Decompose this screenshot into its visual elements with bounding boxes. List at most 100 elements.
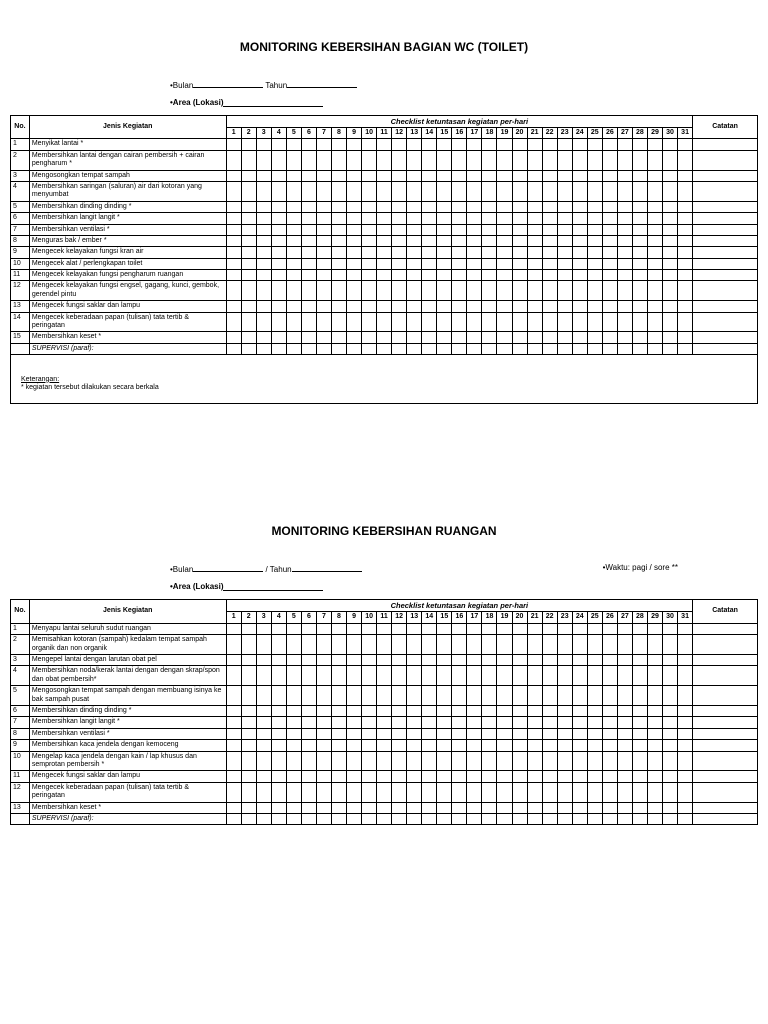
- th-day: 5: [286, 128, 301, 139]
- cell-day: [362, 270, 377, 281]
- cell-day: [587, 666, 602, 686]
- table-row: 3Mengepel lantai dengan larutan obat pel: [11, 655, 758, 666]
- cell-activity: Membersihkan noda/kerak lantai dengan de…: [29, 666, 226, 686]
- cell-day: [663, 213, 678, 224]
- cell-day: [602, 802, 617, 813]
- cell-day: [587, 706, 602, 717]
- cell-day: [497, 258, 512, 269]
- cell-day: [377, 150, 392, 170]
- cell-day: [572, 728, 587, 739]
- cell-activity: Membersihkan lantai dengan cairan pember…: [29, 150, 226, 170]
- cell-day: [527, 635, 542, 655]
- th-day: 9: [347, 612, 362, 623]
- cell-no: 3: [11, 170, 30, 181]
- cell-day: [226, 235, 241, 246]
- cell-day: [362, 281, 377, 301]
- cell-activity: Membersihkan keset *: [29, 332, 226, 343]
- cell-day: [527, 201, 542, 212]
- cell-activity: Membersihkan ventilasi *: [29, 224, 226, 235]
- cell-notes: [693, 655, 758, 666]
- cell-day: [497, 706, 512, 717]
- cell-day: [587, 150, 602, 170]
- cell-day: [347, 332, 362, 343]
- cell-day: [452, 224, 467, 235]
- cell-day: [377, 655, 392, 666]
- cell-day: [316, 150, 331, 170]
- cell-day: [437, 771, 452, 782]
- cell-day: [632, 235, 647, 246]
- cell-day: [482, 281, 497, 301]
- cell-day: [301, 150, 316, 170]
- cell-day: [587, 740, 602, 751]
- cell-day: [482, 150, 497, 170]
- th-day: 28: [632, 612, 647, 623]
- cell-activity: Membersihkan kaca jendela dengan kemocen…: [29, 740, 226, 751]
- cell-day: [331, 312, 346, 332]
- cell-day: [331, 224, 346, 235]
- cell-day: [316, 686, 331, 706]
- cell-day: [241, 717, 256, 728]
- th-day: 24: [572, 128, 587, 139]
- cell-day: [301, 258, 316, 269]
- cell-day: [482, 782, 497, 802]
- cell-day: [226, 332, 241, 343]
- cell-day: [392, 258, 407, 269]
- cell-day: [452, 170, 467, 181]
- cell-day: [226, 686, 241, 706]
- cell-day: [572, 332, 587, 343]
- cell-activity: Mengecek alat / perlengkapan toilet: [29, 258, 226, 269]
- cell-day: [256, 235, 271, 246]
- cell-day: [301, 213, 316, 224]
- cell-day: [407, 751, 422, 771]
- cell-day: [362, 635, 377, 655]
- cell-day: [617, 139, 632, 150]
- cell-day: [497, 635, 512, 655]
- cell-day: [527, 686, 542, 706]
- cell-activity: Menguras bak / ember *: [29, 235, 226, 246]
- cell-notes: [693, 150, 758, 170]
- cell-day: [557, 213, 572, 224]
- cell-day: [678, 247, 693, 258]
- cell-day: [241, 706, 256, 717]
- cell-day: [632, 312, 647, 332]
- cell-day: [497, 181, 512, 201]
- cell-day: [557, 247, 572, 258]
- cell-day: [497, 751, 512, 771]
- cell-day: [331, 728, 346, 739]
- cell-day: [572, 782, 587, 802]
- cell-day: [407, 247, 422, 258]
- cell-day: [271, 247, 286, 258]
- cell-day: [678, 635, 693, 655]
- cell-day: [392, 655, 407, 666]
- cell-day: [347, 312, 362, 332]
- cell-day: [226, 666, 241, 686]
- cell-day: [256, 666, 271, 686]
- cell-day: [241, 224, 256, 235]
- cell-day: [617, 201, 632, 212]
- cell-day: [301, 235, 316, 246]
- cell-no: 12: [11, 281, 30, 301]
- cell-day: [587, 802, 602, 813]
- cell-day: [527, 655, 542, 666]
- th-day: 25: [587, 612, 602, 623]
- cell-day: [557, 201, 572, 212]
- cell-day: [647, 170, 662, 181]
- cell-notes: [693, 281, 758, 301]
- cell-day: [497, 312, 512, 332]
- cell-day: [392, 740, 407, 751]
- cell-day: [647, 213, 662, 224]
- cell-day: [527, 150, 542, 170]
- cell-day: [452, 782, 467, 802]
- cell-day: [663, 312, 678, 332]
- cell-day: [392, 301, 407, 312]
- cell-no: 8: [11, 728, 30, 739]
- cell-day: [632, 706, 647, 717]
- cell-day: [632, 771, 647, 782]
- cell-day: [422, 235, 437, 246]
- cell-day: [512, 170, 527, 181]
- cell-day: [331, 635, 346, 655]
- cell-day: [422, 655, 437, 666]
- cell-day: [392, 270, 407, 281]
- cell-day: [377, 213, 392, 224]
- cell-day: [301, 181, 316, 201]
